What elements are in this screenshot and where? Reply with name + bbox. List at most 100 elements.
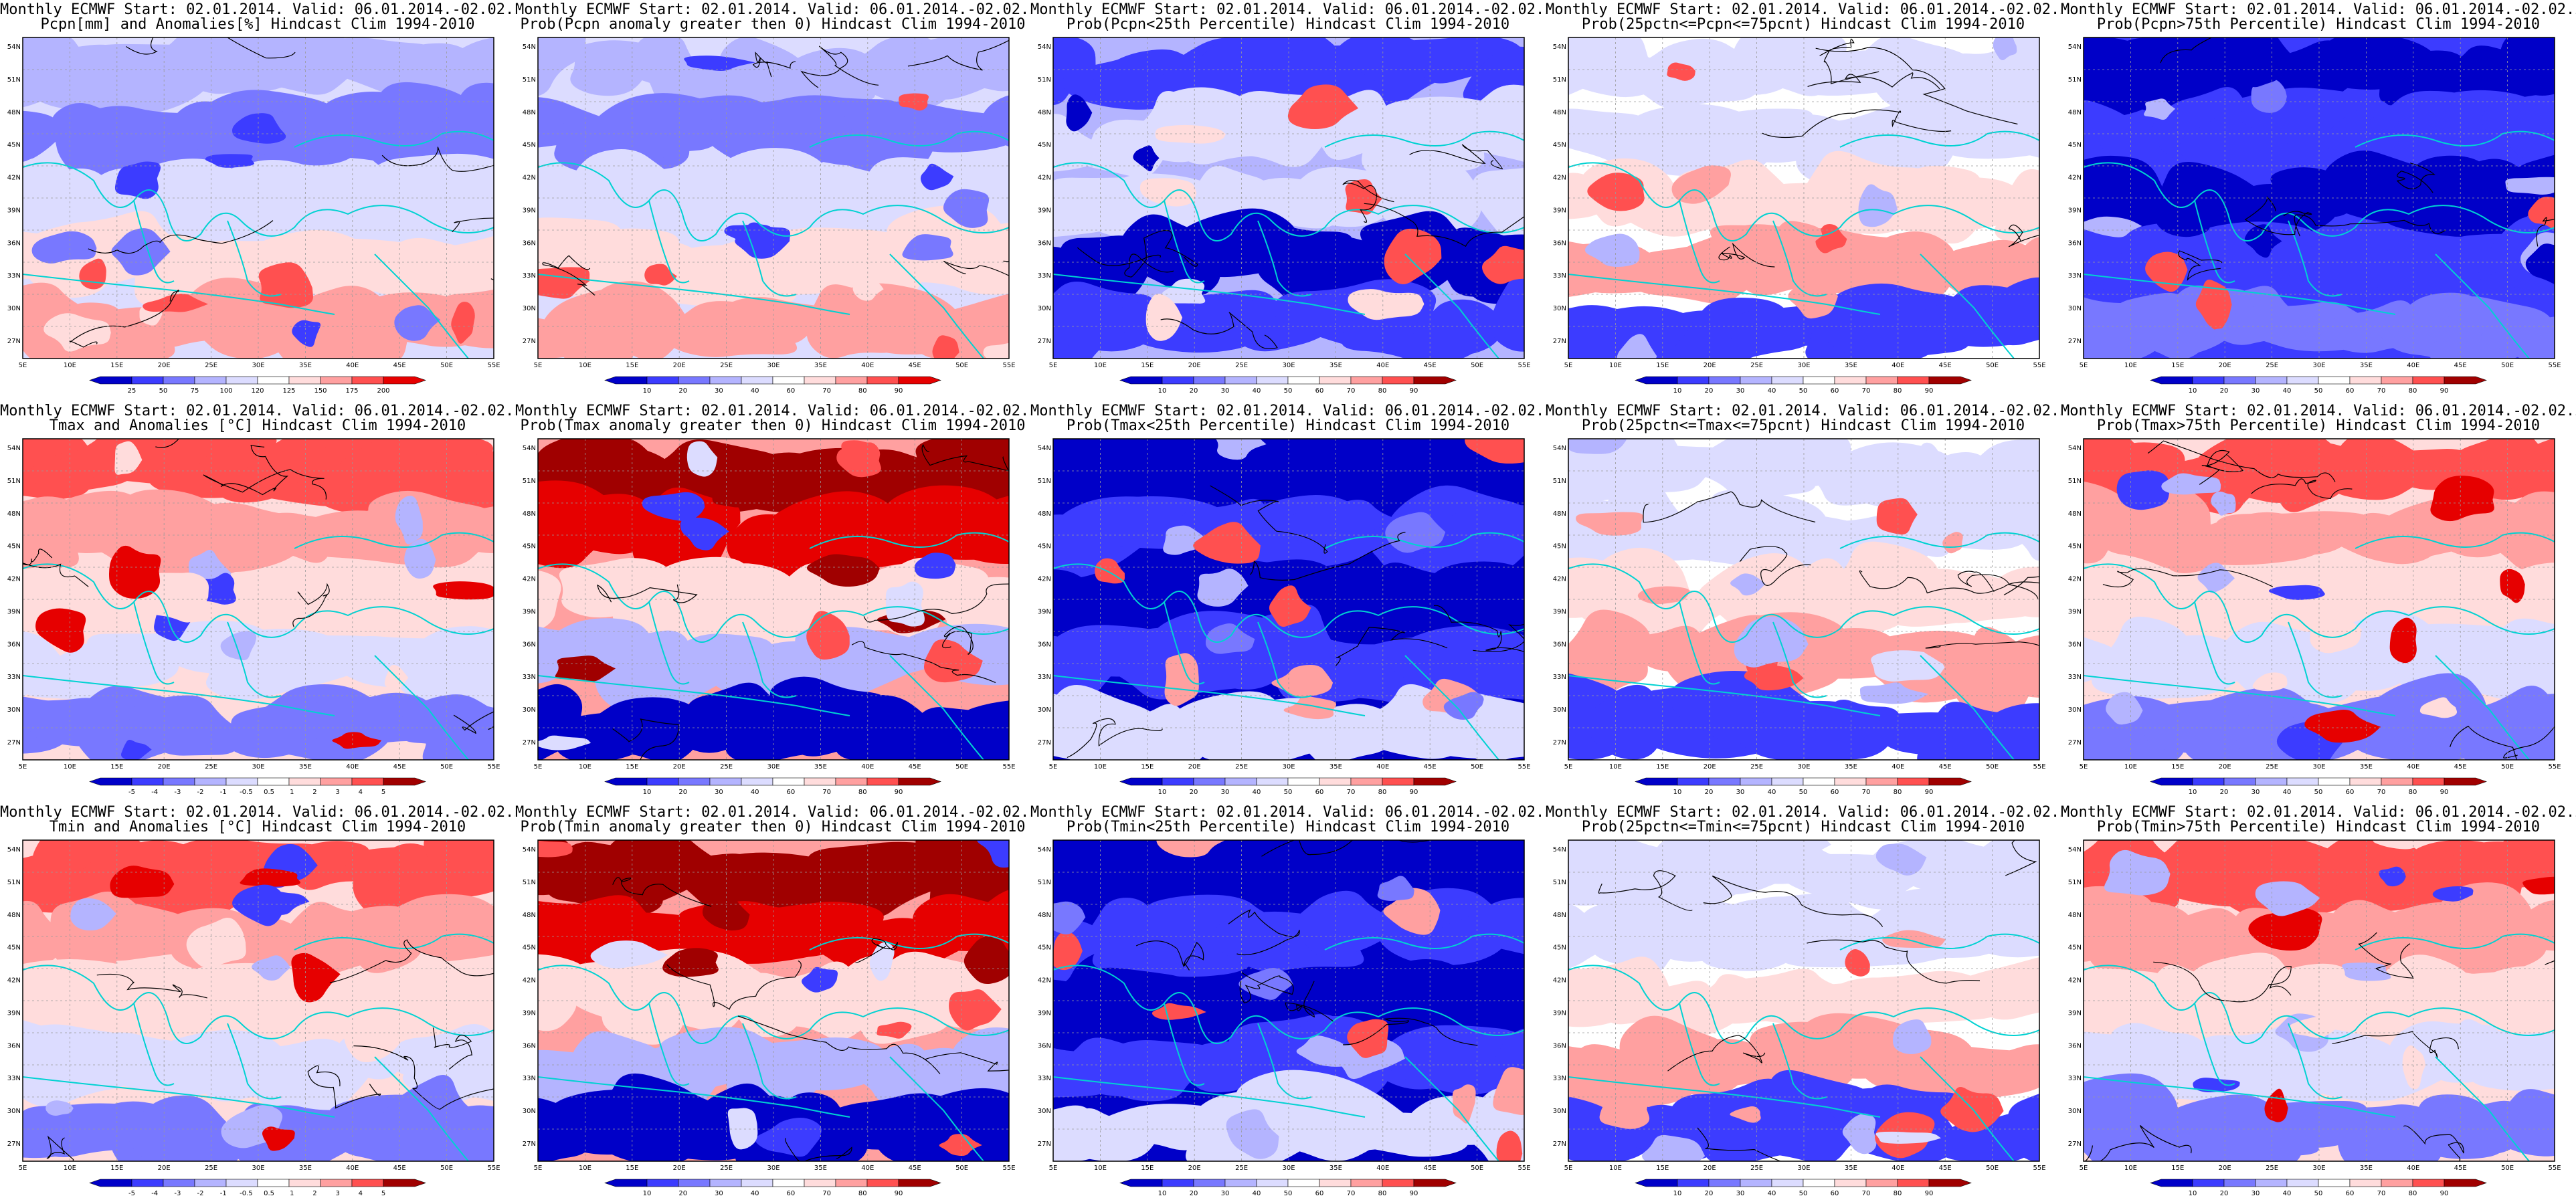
field-shade xyxy=(404,538,436,579)
lat-label: 45N xyxy=(523,944,536,952)
lon-label: 55E xyxy=(1002,763,1015,771)
colorbar-label: 30 xyxy=(1736,789,1745,796)
field-shade xyxy=(948,1027,1009,1096)
lon-label: 5E xyxy=(534,362,543,369)
field-shade xyxy=(1384,153,1419,200)
field-shade xyxy=(1871,650,1945,682)
contour-line xyxy=(1239,972,1294,1003)
colorbar-swatch xyxy=(741,376,773,385)
colorbar-label: 2 xyxy=(312,1190,316,1197)
colorbar-swatch xyxy=(1413,1179,1457,1187)
contour-line xyxy=(46,1135,74,1161)
contour-line xyxy=(2199,449,2244,485)
colorbar-label: 80 xyxy=(858,387,867,395)
contour-line xyxy=(1807,72,1940,90)
colorbar-swatch xyxy=(1413,376,1457,385)
map-frame xyxy=(1568,839,2040,1162)
lon-label: 30E xyxy=(252,1165,264,1172)
field-shade xyxy=(2084,216,2142,237)
lat-label: 33N xyxy=(7,1075,21,1082)
colorbar-label: 50 xyxy=(2314,789,2323,796)
lat-label: 30N xyxy=(2068,706,2082,714)
lat-label: 42N xyxy=(523,175,536,182)
lon-label: 45E xyxy=(393,763,406,771)
lat-label: 48N xyxy=(1038,510,1051,518)
field-shade xyxy=(684,56,755,72)
coastline xyxy=(2084,563,2555,643)
field-shade xyxy=(877,1021,912,1039)
colorbar-label: 10 xyxy=(1158,387,1167,395)
colorbar-label: 50 xyxy=(1799,1190,1808,1197)
colorbar-label: 30 xyxy=(715,1190,723,1197)
lat-label: 30N xyxy=(1038,706,1051,714)
field-shade xyxy=(416,626,494,710)
colorbar-swatch xyxy=(1635,1179,1678,1187)
lat-label: 42N xyxy=(1553,576,1566,583)
colorbar-swatch xyxy=(678,1179,711,1187)
colorbar-swatch xyxy=(1162,376,1194,385)
field-shade xyxy=(2402,1045,2426,1090)
field-shade xyxy=(1819,283,1970,359)
contour-line xyxy=(96,973,207,999)
colorbar-swatch xyxy=(288,376,321,385)
colorbar-swatch xyxy=(1119,1179,1163,1187)
lat-label: 39N xyxy=(523,1009,536,1017)
contour-line xyxy=(612,718,680,760)
lon-label: 55E xyxy=(487,763,500,771)
field-shade xyxy=(2419,697,2458,718)
contour-line xyxy=(2244,196,2312,235)
field-shade xyxy=(2389,617,2417,664)
map-svg: 5E 10E 15E 20E 25E 30E 35E 40E 45E 50E 55E 54N 51N 48… xyxy=(1038,37,1531,395)
field-shade xyxy=(1595,443,1726,492)
field-shade xyxy=(1928,82,1975,129)
field-shade xyxy=(1193,522,1261,564)
colorbar-label: 3 xyxy=(335,789,339,796)
field-shade xyxy=(2248,908,2322,951)
lat-label: 30N xyxy=(523,1108,536,1115)
contour-line xyxy=(1228,909,1300,956)
contour-line xyxy=(381,146,494,172)
colorbar-swatch xyxy=(194,1179,227,1187)
colorbar-label: 80 xyxy=(1894,789,1902,796)
colorbar-label: 30 xyxy=(1221,789,1230,796)
field-shade xyxy=(1998,635,2039,698)
colorbar-swatch xyxy=(1319,777,1352,786)
contour-line xyxy=(2503,726,2555,759)
colorbar-label: 10 xyxy=(2189,1190,2197,1197)
field-shade xyxy=(438,267,494,286)
field-shade xyxy=(200,573,236,605)
field-shade xyxy=(2193,1078,2240,1092)
lon-label: 50E xyxy=(2501,763,2514,771)
contour-line xyxy=(452,217,494,233)
lat-label: 27N xyxy=(7,338,21,345)
lat-label: 33N xyxy=(1038,674,1051,681)
colorbar-swatch xyxy=(257,376,290,385)
coastline xyxy=(538,274,850,315)
colorbar-swatch xyxy=(2255,376,2288,385)
contour-line xyxy=(542,255,595,296)
field-shade xyxy=(642,492,705,521)
contour-line xyxy=(353,1045,494,1110)
lon-label: 10E xyxy=(1609,362,1622,369)
lat-label: 54N xyxy=(1038,445,1051,452)
coastline xyxy=(1568,563,2039,643)
field-shade xyxy=(920,163,954,191)
field-shade xyxy=(2373,840,2439,849)
colorbar-label: 60 xyxy=(1315,387,1324,395)
contour-line xyxy=(1434,605,1524,652)
field-shade xyxy=(806,554,880,587)
field-shade xyxy=(291,952,341,1003)
field-shade xyxy=(1445,505,1524,556)
contour-line xyxy=(2008,224,2039,247)
lat-label: 54N xyxy=(2068,445,2082,452)
coastline xyxy=(133,1003,175,1086)
field-shade xyxy=(1770,221,1823,248)
field-shade xyxy=(1744,665,1804,691)
contour-line xyxy=(1815,47,2018,125)
contour-line xyxy=(126,37,296,59)
map-frame xyxy=(22,438,494,761)
field-shade xyxy=(939,1134,982,1157)
contour-line xyxy=(1160,312,1278,349)
colorbar-swatch xyxy=(257,1179,290,1187)
lon-label: 25E xyxy=(2266,763,2278,771)
